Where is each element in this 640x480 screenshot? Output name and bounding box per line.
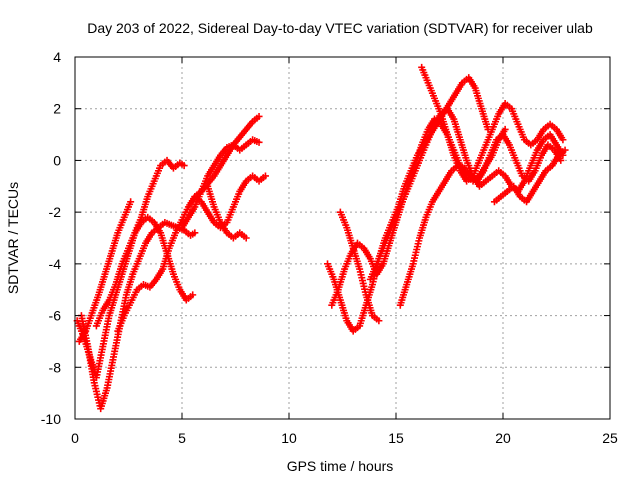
y-tick-label: 2	[53, 101, 61, 117]
grid-lines	[75, 57, 610, 419]
data-point	[561, 146, 569, 154]
track-11	[336, 208, 383, 325]
y-tick-label: -10	[41, 411, 61, 427]
data-point	[255, 112, 263, 120]
x-axis-title: GPS time / hours	[287, 458, 394, 474]
track-15	[490, 146, 569, 206]
track-8	[204, 182, 250, 242]
data-point	[375, 317, 383, 325]
data-point	[127, 198, 135, 206]
axis-ticks: 0 5 10 15 20 25 -10 -8 -6 -4 -2 0 2 4	[41, 49, 618, 446]
x-tick-label: 5	[178, 430, 186, 446]
data-point	[261, 172, 269, 180]
data-point	[180, 162, 188, 170]
y-tick-label: -6	[49, 308, 62, 324]
data-point	[191, 229, 199, 237]
y-axis-title: SDTVAR / TECUs	[5, 182, 21, 294]
track-12	[366, 105, 567, 283]
data-point	[559, 136, 567, 144]
x-tick-label: 25	[602, 430, 618, 446]
y-tick-label: -2	[49, 204, 62, 220]
x-tick-label: 15	[388, 430, 404, 446]
plot-frame	[74, 56, 611, 420]
chart-title: Day 203 of 2022, Sidereal Day-to-day VTE…	[87, 20, 593, 36]
y-tick-label: -4	[49, 256, 62, 272]
y-tick-label: 4	[53, 49, 61, 65]
y-tick-label: 0	[53, 152, 61, 168]
track-14	[418, 63, 567, 185]
track-3	[75, 198, 135, 345]
x-tick-label: 0	[71, 430, 79, 446]
data-points	[73, 63, 569, 413]
data-point	[255, 138, 263, 146]
data-point	[242, 234, 250, 242]
data-point	[501, 125, 509, 133]
data-point	[189, 291, 197, 299]
x-tick-label: 10	[281, 430, 297, 446]
x-tick-label: 20	[495, 430, 511, 446]
track-13	[396, 131, 565, 309]
y-tick-label: -8	[49, 359, 62, 375]
